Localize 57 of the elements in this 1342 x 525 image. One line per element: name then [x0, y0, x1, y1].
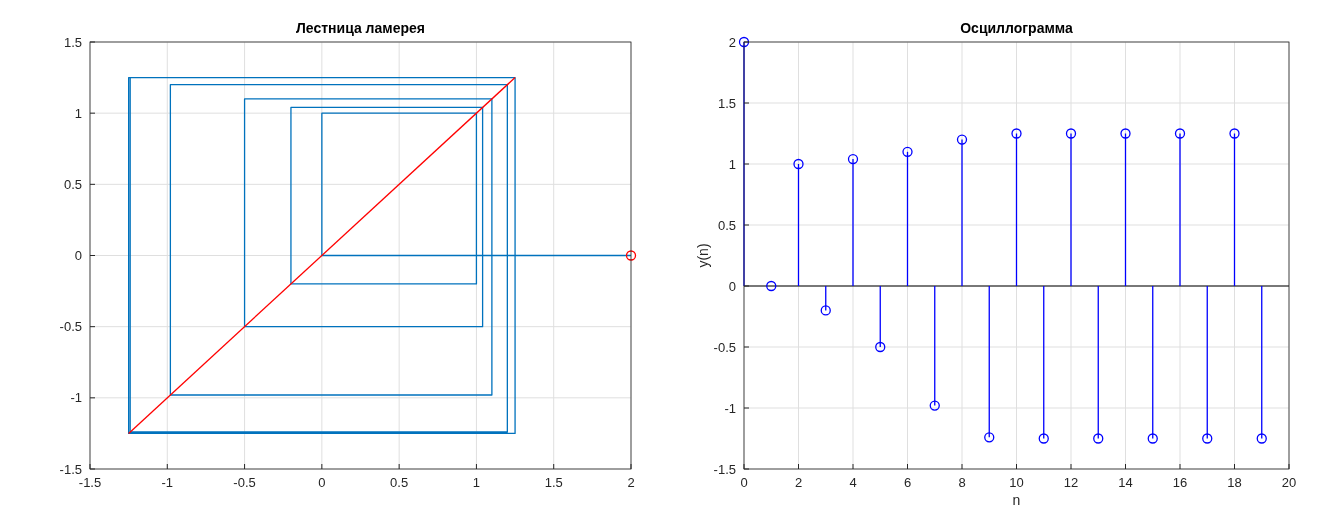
point	[1174, 128, 1186, 139]
point	[1256, 433, 1267, 444]
y-tick-label: -0.5	[59, 319, 82, 335]
x-tick-label: 6	[903, 475, 912, 490]
point	[929, 400, 940, 411]
point	[1038, 433, 1049, 444]
x-tick-label: 18	[1227, 475, 1242, 490]
point	[820, 305, 831, 316]
y-tick-label: -1.5	[59, 461, 82, 477]
y-tick-label: 0	[728, 278, 736, 294]
point	[1065, 128, 1077, 139]
y-tick-label: 2	[728, 34, 736, 50]
x-tick-label: 10	[1009, 475, 1024, 490]
x-tick-label: 0	[740, 475, 748, 490]
x-tick-label: 0.5	[390, 475, 409, 490]
x-tick-label: 1	[472, 475, 481, 490]
chart-title: Осциллограмма	[960, 20, 1073, 36]
y-tick-label: -1	[724, 400, 736, 416]
x-axis-title: n	[1012, 492, 1021, 508]
chart-title: Лестница ламерея	[296, 20, 425, 36]
point	[984, 432, 995, 443]
x-tick-label: 8	[958, 475, 966, 490]
x-tick-label: 4	[849, 475, 857, 490]
y-tick-label: 0	[74, 248, 82, 263]
x-tick-label: 2	[627, 475, 635, 490]
x-tick-label: 14	[1118, 475, 1133, 490]
point	[1093, 433, 1104, 444]
x-tick-label: 16	[1172, 475, 1188, 490]
x-tick-label: 1.5	[544, 475, 563, 490]
point	[766, 280, 777, 292]
y-tick-label: -0.5	[713, 339, 736, 355]
point	[738, 36, 750, 48]
x-tick-label: -0.5	[233, 475, 256, 490]
y-tick-label: 1	[74, 105, 82, 121]
x-tick-label: -1	[161, 475, 174, 490]
x-tick-label: 2	[794, 475, 803, 490]
x-tick-label: 12	[1063, 475, 1079, 490]
y-tick-label: 1.5	[63, 34, 82, 50]
y-tick-label: -1.5	[713, 461, 736, 477]
point	[902, 146, 913, 157]
point	[1229, 128, 1240, 139]
x-tick-label: 0	[318, 475, 326, 490]
y-tick-label: 0.5	[63, 176, 82, 192]
point	[875, 341, 886, 353]
point	[1120, 128, 1131, 139]
y-tick-label: 1	[728, 156, 736, 172]
point	[793, 158, 804, 170]
point	[847, 153, 859, 165]
y-tick-label: 1.5	[717, 95, 736, 111]
point	[956, 134, 968, 145]
point	[1202, 433, 1213, 444]
x-tick-label: 20	[1281, 475, 1297, 490]
y-tick-label: -1	[70, 390, 82, 406]
y-axis-title: y(n)	[695, 243, 711, 268]
y-tick-label: 0.5	[717, 217, 736, 233]
point	[1011, 128, 1022, 139]
point	[1147, 433, 1158, 444]
